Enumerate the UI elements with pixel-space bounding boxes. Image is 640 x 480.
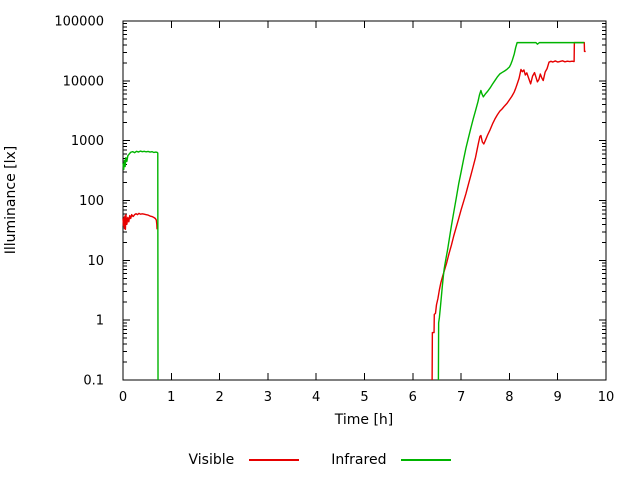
legend-line-sample-visible — [249, 459, 300, 461]
x-tick-label: 9 — [554, 390, 562, 405]
x-tick-label: 4 — [312, 390, 320, 405]
legend-line-sample-infrared — [401, 459, 452, 461]
legend-label-visible: Visible — [188, 452, 235, 468]
x-tick-label: 6 — [409, 390, 417, 405]
series-line-infrared — [122, 150, 159, 381]
series-line-visible — [431, 41, 586, 381]
x-tick-label: 1 — [167, 390, 175, 405]
legend-label-infrared: Infrared — [331, 452, 387, 468]
x-tick-label: 7 — [457, 390, 465, 405]
x-tick-label: 8 — [505, 390, 513, 405]
legend: Visible Infrared — [0, 450, 640, 470]
y-tick-label: 1000 — [71, 134, 104, 149]
legend-item-visible: Visible — [189, 452, 300, 468]
y-tick-label: 100 — [79, 194, 104, 209]
x-tick-label: 5 — [360, 390, 368, 405]
y-tick-label: 100000 — [54, 15, 104, 30]
y-tick-label: 10000 — [63, 74, 104, 89]
series-line-visible — [122, 212, 158, 231]
x-tick-label: 3 — [264, 390, 272, 405]
x-axis-title: Time [h] — [334, 412, 394, 428]
y-axis-title: Illuminance [lx] — [3, 145, 19, 255]
legend-item-infrared: Infrared — [331, 452, 452, 468]
x-tick-label: 0 — [119, 390, 127, 405]
y-tick-label: 1 — [96, 314, 104, 329]
series-line-infrared — [437, 41, 585, 381]
y-tick-label: 0.1 — [83, 374, 104, 389]
x-tick-label: 10 — [598, 390, 615, 405]
x-tick-label: 2 — [215, 390, 223, 405]
y-tick-label: 10 — [87, 254, 104, 269]
